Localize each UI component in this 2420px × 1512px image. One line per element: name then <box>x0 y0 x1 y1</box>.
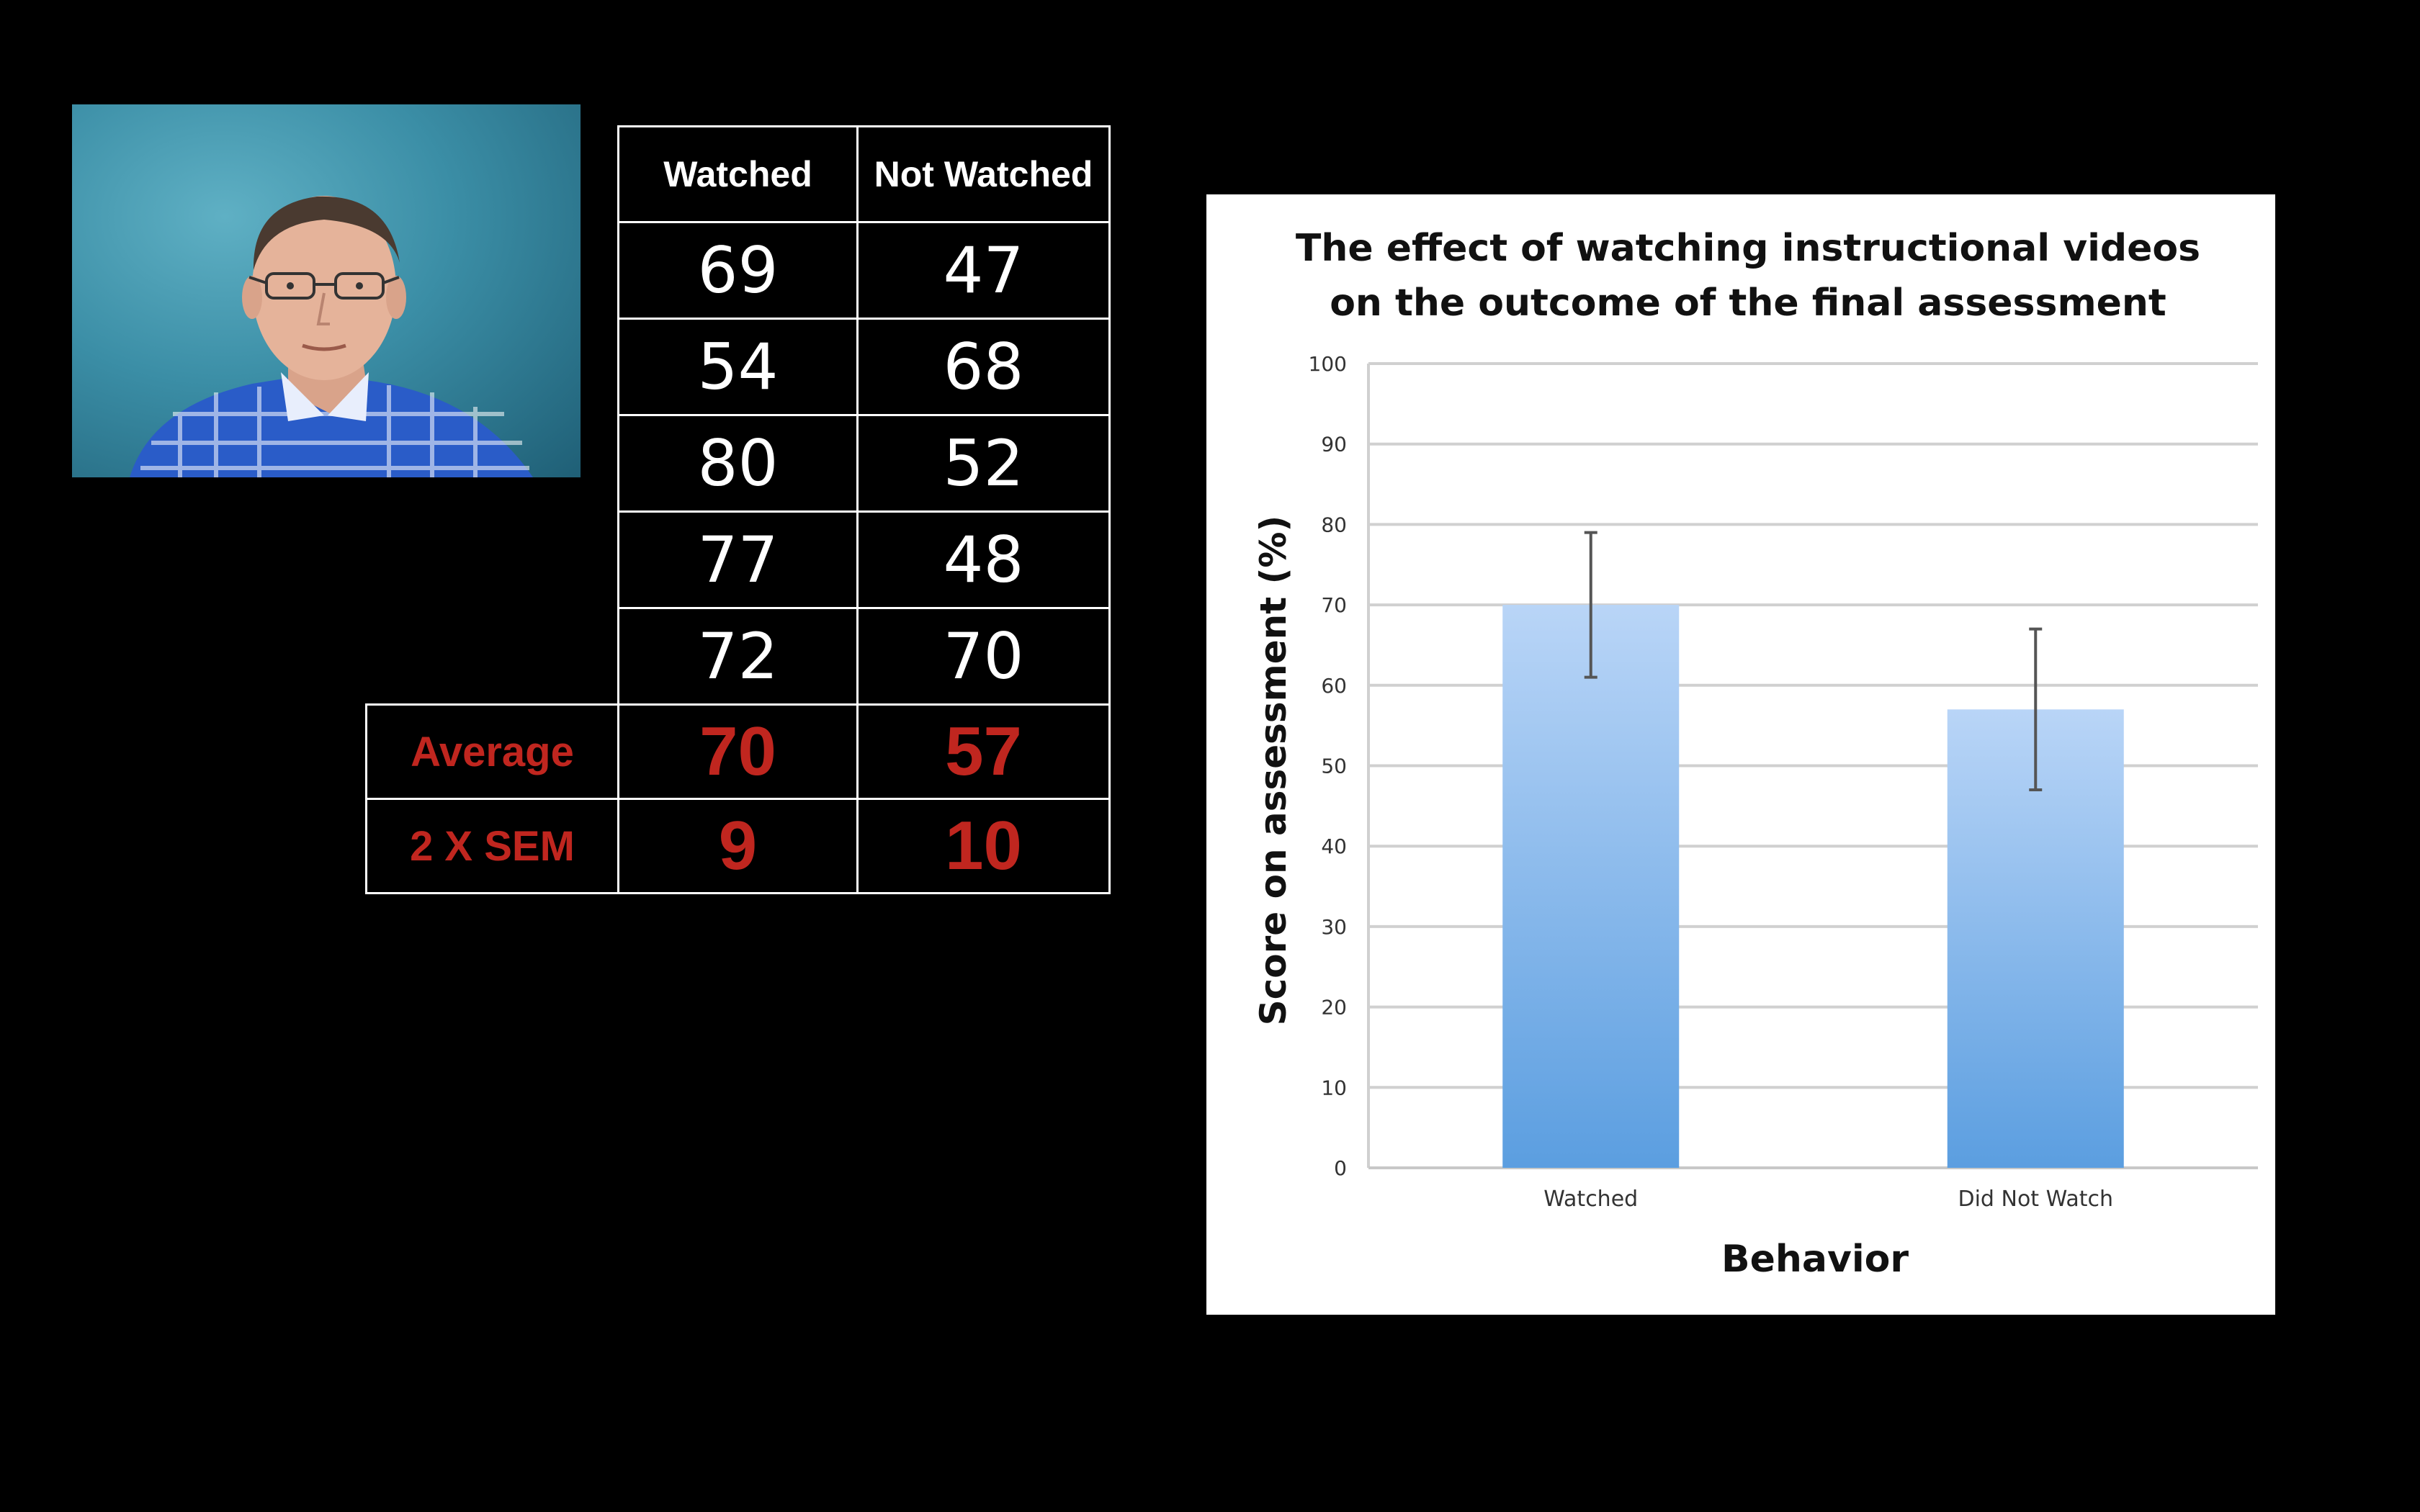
y-tick-label: 90 <box>1321 433 1347 456</box>
y-tick-label: 100 <box>1309 352 1347 376</box>
cell-not-watched: 52 <box>856 414 1111 513</box>
y-tick-label: 40 <box>1321 834 1347 858</box>
presenter-video <box>72 104 581 477</box>
header-not-watched: Not Watched <box>856 125 1111 223</box>
chart-panel: The effect of watching instructional vid… <box>1206 194 2275 1315</box>
table-row: 69 47 <box>367 221 1111 320</box>
table-corner <box>367 127 619 222</box>
bar-1 <box>1502 605 1680 1168</box>
cell-watched: 80 <box>617 414 859 513</box>
table-row: 54 68 <box>367 318 1111 416</box>
cell-not-watched: 68 <box>856 318 1111 416</box>
scores-table: Watched Not Watched 69 47 54 68 80 52 77… <box>365 125 1111 894</box>
average-not-watched: 57 <box>856 703 1111 800</box>
cell-not-watched: 48 <box>856 510 1111 609</box>
y-tick-label: 30 <box>1321 915 1347 939</box>
cell-not-watched: 47 <box>856 221 1111 320</box>
sem-label: 2 X SEM <box>365 798 619 894</box>
sem-row: 2 X SEM 9 10 <box>365 798 1111 894</box>
y-tick-label: 20 <box>1321 996 1347 1020</box>
chart-title-line-1: The effect of watching instructional vid… <box>1296 227 2200 270</box>
table-row: 77 48 <box>367 510 1111 609</box>
y-axis-label: Score on assessment (%) <box>1252 516 1294 1026</box>
cell-watched: 54 <box>617 318 859 416</box>
bar-chart: The effect of watching instructional vid… <box>1252 227 2258 1281</box>
cell-watched: 69 <box>617 221 859 320</box>
x-tick-label: Did Not Watch <box>1958 1187 2113 1212</box>
chart-title-line-2: on the outcome of the final assessment <box>1330 282 2166 325</box>
presenter-figure <box>130 196 533 477</box>
sem-not-watched: 10 <box>856 798 1111 894</box>
cell-not-watched: 70 <box>856 607 1111 706</box>
table-row: 72 70 <box>367 607 1111 706</box>
header-watched: Watched <box>617 125 859 223</box>
average-watched: 70 <box>617 703 859 800</box>
y-tick-label: 80 <box>1321 513 1347 536</box>
y-tick-label: 10 <box>1321 1076 1347 1099</box>
y-tick-label: 70 <box>1321 593 1347 617</box>
y-tick-label: 0 <box>1334 1156 1347 1180</box>
table-header-row: Watched Not Watched <box>367 125 1111 223</box>
cell-watched: 77 <box>617 510 859 609</box>
average-row: Average 70 57 <box>365 703 1111 800</box>
x-tick-label: Watched <box>1543 1187 1638 1212</box>
y-tick-label: 50 <box>1321 755 1347 778</box>
x-axis-label: Behavior <box>1721 1238 1909 1281</box>
cell-watched: 72 <box>617 607 859 706</box>
average-label: Average <box>365 703 619 800</box>
table-row: 80 52 <box>367 414 1111 513</box>
sem-watched: 9 <box>617 798 859 894</box>
y-tick-label: 60 <box>1321 674 1347 698</box>
